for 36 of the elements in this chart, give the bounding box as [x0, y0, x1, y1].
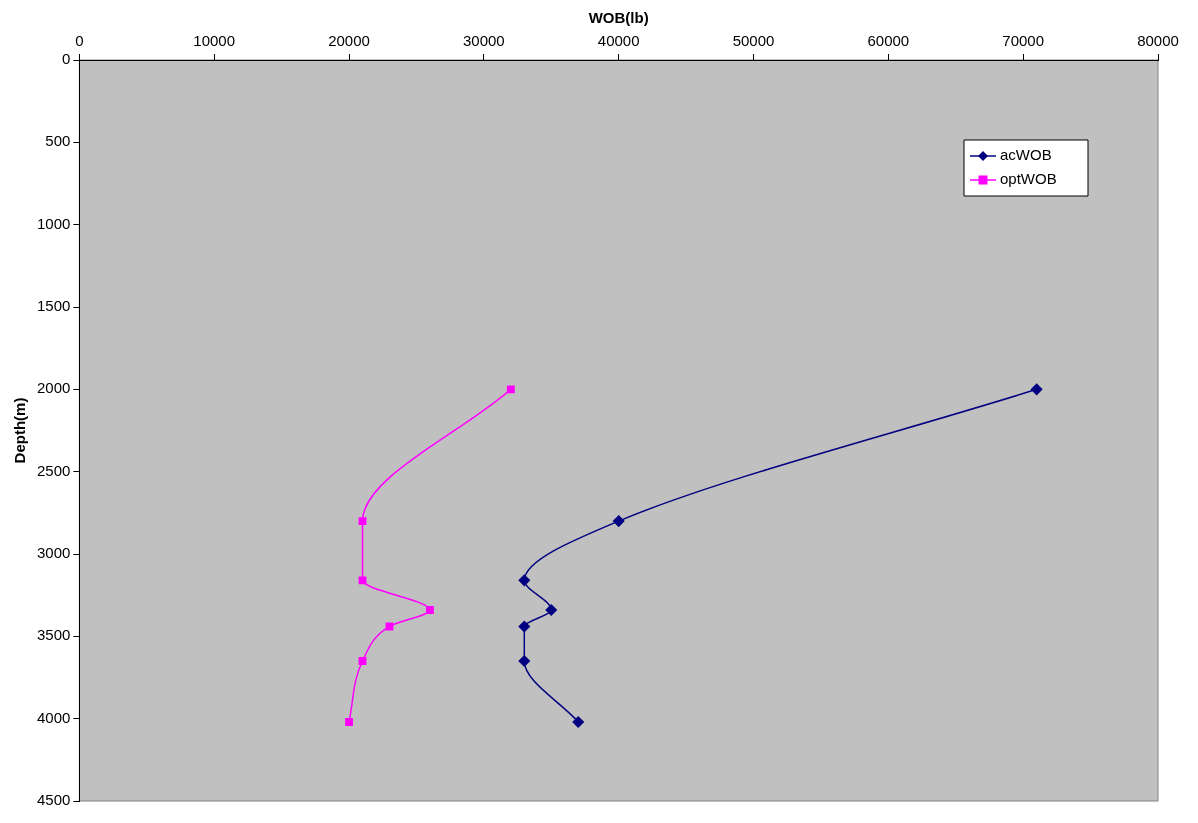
- x-tick-label: 70000: [1002, 32, 1045, 50]
- x-axis-title: WOB(lb): [588, 9, 649, 27]
- point: [518, 655, 531, 667]
- y-axis-title: Depth(m): [11, 397, 29, 464]
- x-tick-label: 20000: [328, 32, 370, 50]
- y-tick-label: 2000: [36, 379, 71, 397]
- y-tick-label: 1000: [36, 214, 71, 232]
- x-tick-label: 50000: [732, 32, 775, 50]
- y-tick-label: 4500: [36, 791, 71, 809]
- point: [518, 574, 531, 587]
- legend-label: optWOB: [1000, 170, 1057, 188]
- y-tick-label: 3500: [36, 626, 71, 644]
- point: [358, 657, 367, 665]
- x-tick-label: 40000: [597, 32, 640, 50]
- y-tick-label: 3000: [36, 544, 71, 562]
- y-tick-label: 2500: [36, 461, 71, 479]
- point: [345, 718, 353, 726]
- x-tick-label: 60000: [867, 32, 910, 50]
- point: [358, 576, 367, 585]
- point: [1030, 383, 1043, 396]
- x-tick-label: 0: [75, 32, 84, 50]
- y-tick-label: 1500: [36, 297, 71, 315]
- point: [506, 385, 515, 394]
- point: [518, 620, 531, 633]
- point: [572, 716, 584, 728]
- point: [545, 604, 558, 616]
- point: [425, 606, 434, 614]
- x-tick-label: 30000: [463, 32, 505, 50]
- point: [612, 515, 625, 527]
- y-tick-label: 0: [62, 50, 71, 68]
- point: [358, 517, 367, 525]
- x-tick-label: 80000: [1137, 32, 1179, 50]
- y-tick-label: 500: [45, 132, 71, 150]
- y-tick-label: 4000: [36, 708, 71, 726]
- legend-label: acWOB: [1000, 146, 1052, 164]
- x-tick-label: 10000: [193, 32, 236, 50]
